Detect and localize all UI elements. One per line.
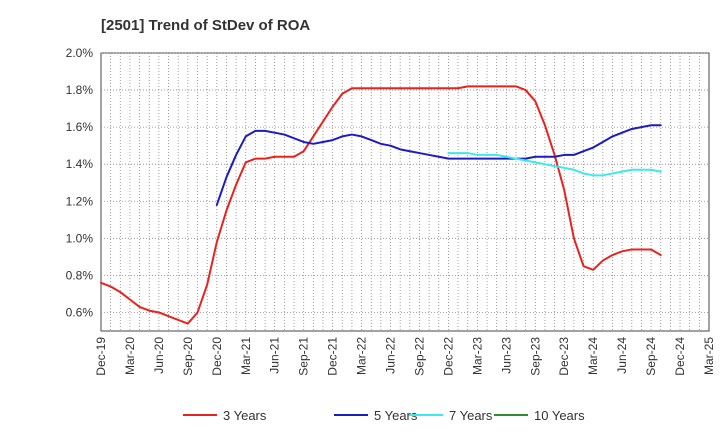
x-tick-label: Sep-20	[181, 337, 195, 376]
y-tick-label: 1.0%	[66, 231, 94, 245]
x-tick-label: Mar-23	[470, 337, 484, 375]
x-tick-label: Jun-23	[499, 337, 513, 374]
x-tick-label: Dec-20	[210, 337, 224, 376]
series-line-5-years	[215, 124, 662, 206]
x-tick-label: Jun-20	[152, 337, 166, 374]
x-tick-label: Dec-19	[94, 337, 108, 376]
legend-label: 10 Years	[534, 408, 585, 423]
y-tick-label: 1.8%	[66, 83, 94, 97]
x-axis-tick-labels: Dec-19 Mar-20 Jun-20 Sep-20 Dec-20 Mar-21 Jun-…	[94, 337, 716, 376]
x-tick-label: Jun-22	[384, 337, 398, 374]
x-tick-label: Dec-22	[441, 337, 455, 376]
x-tick-label: Mar-22	[355, 337, 369, 375]
x-tick-label: Sep-24	[644, 337, 658, 376]
x-tick-label: Mar-20	[123, 337, 137, 375]
series-lines	[100, 85, 662, 325]
series-line-7-years	[447, 152, 662, 177]
legend-label: 7 Years	[449, 408, 493, 423]
legend: 3 Years 5 Years 7 Years 10 Years	[183, 408, 585, 423]
chart-title: [2501] Trend of StDev of ROA	[101, 17, 310, 34]
y-tick-label: 1.4%	[66, 157, 94, 171]
y-tick-label: 2.0%	[66, 46, 94, 60]
y-tick-label: 1.2%	[66, 194, 94, 208]
x-tick-label: Sep-21	[297, 337, 311, 376]
series-line-3-years	[100, 85, 662, 325]
x-tick-label: Mar-25	[702, 337, 716, 375]
x-tick-label: Dec-21	[326, 337, 340, 376]
legend-label: 5 Years	[374, 408, 418, 423]
x-tick-label: Dec-23	[557, 337, 571, 376]
plot-area	[100, 52, 710, 332]
x-tick-label: Sep-23	[528, 337, 542, 376]
x-tick-label: Dec-24	[673, 337, 687, 376]
x-tick-label: Jun-21	[268, 337, 282, 374]
y-tick-label: 1.6%	[66, 120, 94, 134]
x-tick-label: Mar-21	[239, 337, 253, 375]
y-tick-label: 0.8%	[66, 268, 94, 282]
x-tick-label: Mar-24	[586, 337, 600, 375]
x-tick-label: Jun-24	[615, 337, 629, 374]
legend-label: 3 Years	[223, 408, 267, 423]
grid-lines	[101, 52, 709, 331]
x-tick-label: Sep-22	[412, 337, 426, 376]
y-axis-tick-labels: 2.0% 1.8% 1.6% 1.4% 1.2% 1.0% 0.8% 0.6%	[66, 46, 94, 319]
y-tick-label: 0.6%	[66, 305, 94, 319]
